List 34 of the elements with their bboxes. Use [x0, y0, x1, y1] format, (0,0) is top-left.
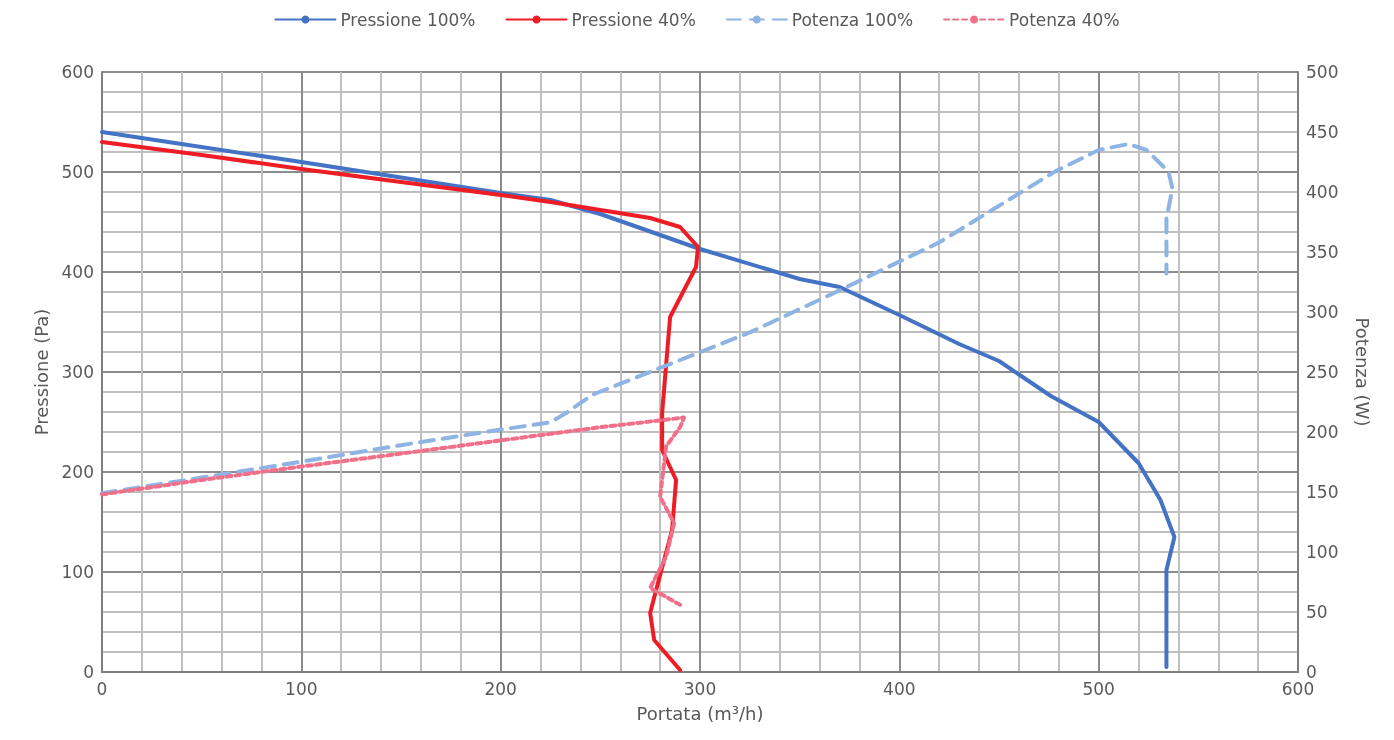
y-tick-label: 200: [61, 462, 94, 482]
y2-tick-label: 500: [1306, 62, 1339, 82]
x-tick-label: 400: [883, 678, 916, 699]
y2-tick-label: 400: [1306, 182, 1339, 202]
y-tick-label: 300: [61, 362, 94, 382]
legend-label: Potenza 100%: [791, 9, 914, 30]
legend-label: Pressione 100%: [340, 9, 476, 30]
line-series: [100, 130, 1177, 669]
x-tick-label: 200: [484, 678, 517, 699]
y-tick-label: 0: [83, 662, 94, 682]
line-series: [100, 140, 701, 672]
y-tick-label: 400: [61, 262, 94, 282]
x-tick-label: 100: [285, 678, 318, 699]
x-tick-label: 0: [96, 678, 108, 699]
y2-tick-label: 50: [1306, 602, 1328, 622]
y2-axis-title: Potenza (W): [1351, 317, 1373, 427]
y2-tick-label: 350: [1306, 242, 1339, 262]
x-tick-label: 300: [683, 678, 717, 699]
legend-label: Pressione 40%: [571, 9, 696, 30]
y2-tick-label: 250: [1306, 362, 1339, 382]
x-tick-label: 500: [1082, 678, 1115, 699]
line-series: [100, 142, 1175, 496]
y-tick-label: 100: [61, 562, 94, 582]
x-axis-title: Portata (m³/h): [636, 702, 764, 724]
y2-tick-label: 150: [1306, 482, 1339, 502]
legend-label: Potenza 40%: [1009, 9, 1120, 30]
y2-tick-label: 300: [1306, 302, 1339, 322]
y2-tick-label: 450: [1306, 122, 1339, 142]
y2-tick-label: 100: [1306, 542, 1339, 562]
y2-tick-label: 200: [1306, 422, 1339, 442]
y-tick-label: 600: [61, 62, 94, 82]
y-axis-title: Pressione (Pa): [31, 308, 53, 436]
line-series: [100, 415, 687, 607]
y-tick-label: 500: [61, 162, 94, 182]
